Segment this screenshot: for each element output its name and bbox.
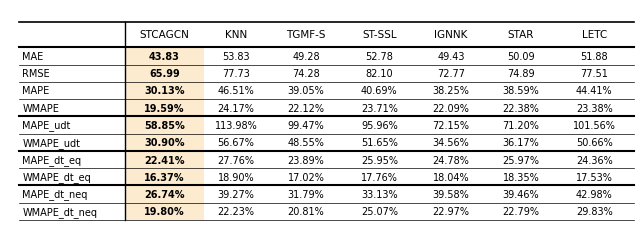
Text: 22.23%: 22.23%	[218, 206, 255, 216]
Text: MAPE: MAPE	[22, 86, 49, 96]
Text: 51.65%: 51.65%	[361, 138, 397, 148]
Text: 23.71%: 23.71%	[361, 103, 397, 113]
Text: 74.28: 74.28	[292, 69, 320, 79]
Text: 39.05%: 39.05%	[287, 86, 324, 96]
Text: 25.97%: 25.97%	[502, 155, 540, 165]
Text: 51.88: 51.88	[580, 52, 608, 62]
Text: WMAPE_dt_eq: WMAPE_dt_eq	[22, 172, 91, 182]
Text: 29.83%: 29.83%	[576, 206, 612, 216]
Text: 22.09%: 22.09%	[433, 103, 469, 113]
Text: 74.89: 74.89	[507, 69, 535, 79]
Text: 40.69%: 40.69%	[361, 86, 397, 96]
Text: 44.41%: 44.41%	[576, 86, 612, 96]
Text: 77.73: 77.73	[222, 69, 250, 79]
Text: 77.51: 77.51	[580, 69, 608, 79]
Text: MAPE_dt_eq: MAPE_dt_eq	[22, 154, 81, 165]
Text: 23.89%: 23.89%	[287, 155, 324, 165]
Text: TGMF-S: TGMF-S	[286, 30, 326, 40]
Text: 30.90%: 30.90%	[144, 138, 184, 148]
Text: 72.15%: 72.15%	[433, 120, 470, 130]
Text: 17.76%: 17.76%	[361, 172, 397, 182]
Text: 48.55%: 48.55%	[287, 138, 324, 148]
Text: LETC: LETC	[582, 30, 607, 40]
Text: 24.78%: 24.78%	[433, 155, 469, 165]
Text: 101.56%: 101.56%	[573, 120, 616, 130]
Text: 33.13%: 33.13%	[361, 189, 397, 199]
Text: 58.85%: 58.85%	[144, 120, 185, 130]
Text: 30.13%: 30.13%	[144, 86, 184, 96]
Text: 82.10: 82.10	[365, 69, 393, 79]
Text: 49.43: 49.43	[437, 52, 465, 62]
Text: 38.25%: 38.25%	[433, 86, 469, 96]
Text: MAPE_dt_neq: MAPE_dt_neq	[22, 189, 88, 200]
Text: 16.37%: 16.37%	[144, 172, 184, 182]
Text: IGNNK: IGNNK	[435, 30, 468, 40]
Text: 19.80%: 19.80%	[144, 206, 184, 216]
Text: 23.38%: 23.38%	[576, 103, 612, 113]
Text: 46.51%: 46.51%	[218, 86, 254, 96]
Text: 34.56%: 34.56%	[433, 138, 469, 148]
Text: 43.83: 43.83	[149, 52, 180, 62]
Text: 39.27%: 39.27%	[218, 189, 254, 199]
Text: STCAGCN: STCAGCN	[140, 30, 189, 40]
Text: 42.98%: 42.98%	[576, 189, 612, 199]
Text: ST-SSL: ST-SSL	[362, 30, 397, 40]
Text: 50.66%: 50.66%	[576, 138, 612, 148]
Text: 24.17%: 24.17%	[218, 103, 254, 113]
Text: 72.77: 72.77	[437, 69, 465, 79]
Text: 25.95%: 25.95%	[361, 155, 398, 165]
Text: 39.46%: 39.46%	[502, 189, 540, 199]
Text: 25.07%: 25.07%	[361, 206, 398, 216]
Text: WMAPE_udt: WMAPE_udt	[22, 137, 80, 148]
Text: 22.97%: 22.97%	[433, 206, 470, 216]
Text: 56.67%: 56.67%	[218, 138, 254, 148]
Text: 20.81%: 20.81%	[287, 206, 324, 216]
Text: 38.59%: 38.59%	[502, 86, 540, 96]
Text: 36.17%: 36.17%	[502, 138, 540, 148]
Text: 95.96%: 95.96%	[361, 120, 397, 130]
Text: 17.53%: 17.53%	[576, 172, 612, 182]
Text: 19.59%: 19.59%	[144, 103, 184, 113]
Text: 22.41%: 22.41%	[144, 155, 184, 165]
Text: KNN: KNN	[225, 30, 247, 40]
Text: 27.76%: 27.76%	[218, 155, 255, 165]
Text: 71.20%: 71.20%	[502, 120, 540, 130]
Text: WMAPE: WMAPE	[22, 103, 59, 113]
Text: 113.98%: 113.98%	[214, 120, 257, 130]
Text: MAE: MAE	[22, 52, 44, 62]
Text: 22.79%: 22.79%	[502, 206, 540, 216]
Text: 26.74%: 26.74%	[144, 189, 184, 199]
Text: 39.58%: 39.58%	[433, 189, 469, 199]
Text: 53.83: 53.83	[222, 52, 250, 62]
Text: 18.90%: 18.90%	[218, 172, 254, 182]
Text: 24.36%: 24.36%	[576, 155, 612, 165]
Text: 99.47%: 99.47%	[287, 120, 324, 130]
Text: 18.04%: 18.04%	[433, 172, 469, 182]
Text: RMSE: RMSE	[22, 69, 50, 79]
Text: 49.28: 49.28	[292, 52, 320, 62]
Text: STAR: STAR	[508, 30, 534, 40]
Text: 52.78: 52.78	[365, 52, 393, 62]
Text: 17.02%: 17.02%	[287, 172, 324, 182]
Text: WMAPE_dt_neq: WMAPE_dt_neq	[22, 206, 97, 217]
Text: 50.09: 50.09	[507, 52, 535, 62]
Text: 22.38%: 22.38%	[502, 103, 540, 113]
Text: 22.12%: 22.12%	[287, 103, 324, 113]
Text: 31.79%: 31.79%	[287, 189, 324, 199]
Text: 18.35%: 18.35%	[502, 172, 540, 182]
Text: MAPE_udt: MAPE_udt	[22, 120, 70, 131]
Text: 65.99: 65.99	[149, 69, 180, 79]
